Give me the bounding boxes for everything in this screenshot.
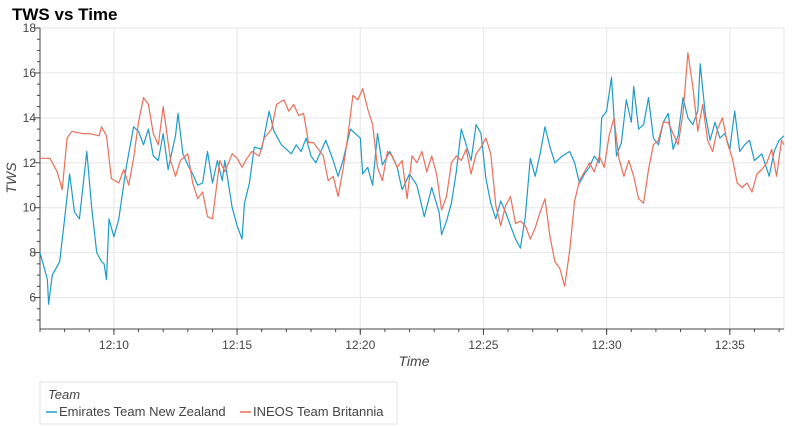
y-axis: 6 8 10 12 14 16 18 bbox=[23, 21, 41, 329]
legend-label-etnz: Emirates Team New Zealand bbox=[59, 404, 226, 419]
x-axis-label: Time bbox=[399, 353, 430, 369]
y-tick-label: 10 bbox=[23, 201, 37, 215]
y-tick-label: 6 bbox=[29, 291, 36, 305]
y-tick-label: 18 bbox=[23, 21, 37, 35]
x-axis: 12:10 12:15 12:20 12:25 12:30 12:35 bbox=[39, 328, 784, 352]
y-axis-label: TWS bbox=[3, 162, 19, 194]
series-layer bbox=[39, 52, 785, 305]
grid bbox=[40, 27, 784, 329]
chart-title: TWS vs Time bbox=[12, 5, 118, 24]
y-tick-label: 12 bbox=[23, 156, 37, 170]
x-tick-label: 12:20 bbox=[345, 338, 375, 352]
y-tick-label: 8 bbox=[29, 246, 36, 260]
x-tick-label: 12:30 bbox=[592, 338, 622, 352]
y-tick-label: 14 bbox=[23, 111, 37, 125]
series-line-ineos bbox=[40, 52, 785, 287]
legend-title: Team bbox=[48, 387, 80, 402]
legend: Team Emirates Team New Zealand INEOS Tea… bbox=[39, 381, 398, 425]
x-tick-label: 12:15 bbox=[222, 338, 252, 352]
x-tick-label: 12:10 bbox=[99, 338, 129, 352]
x-tick-label: 12:35 bbox=[715, 338, 745, 352]
series-line-etnz bbox=[39, 63, 785, 305]
y-tick-label: 16 bbox=[23, 66, 37, 80]
legend-box bbox=[39, 381, 398, 425]
x-tick-label: 12:25 bbox=[468, 338, 498, 352]
legend-label-ineos: INEOS Team Britannia bbox=[253, 404, 384, 419]
